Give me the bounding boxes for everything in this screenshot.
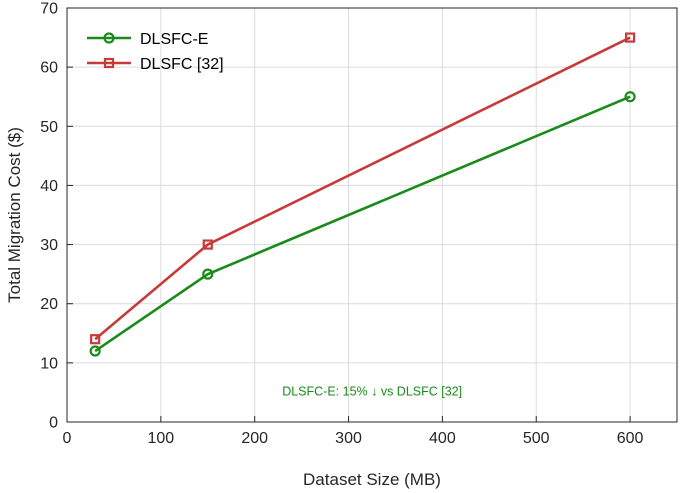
x-tick-label: 200 bbox=[241, 430, 268, 447]
grid bbox=[67, 8, 677, 422]
data-point bbox=[89, 345, 101, 357]
series-line bbox=[94, 36, 631, 341]
x-tick-label: 400 bbox=[429, 430, 456, 447]
y-tick-label: 0 bbox=[49, 415, 58, 432]
annotation-text: DLSFC-E: 15% ↓ vs DLSFC [32] bbox=[282, 384, 462, 398]
legend: DLSFC-E DLSFC [32] bbox=[87, 31, 224, 73]
legend-item: DLSFC [32] bbox=[87, 56, 224, 73]
series-dlsfc-32 bbox=[90, 32, 636, 345]
plot-frame bbox=[66, 7, 678, 423]
legend-item: DLSFC-E bbox=[87, 31, 208, 48]
legend-marker bbox=[103, 57, 115, 69]
ticks: 0 100 200 300 400 500 600 0 10 20 30 40 50 60 70 bbox=[40, 1, 643, 448]
series-line bbox=[94, 95, 631, 353]
y-tick-label: 50 bbox=[40, 119, 58, 136]
data-point bbox=[624, 91, 636, 103]
legend-label: DLSFC-E bbox=[140, 31, 208, 48]
data-point bbox=[90, 334, 101, 345]
y-tick-label: 20 bbox=[40, 296, 58, 313]
series-layer bbox=[89, 32, 636, 357]
data-point bbox=[202, 239, 213, 250]
data-point bbox=[624, 32, 636, 43]
x-tick-label: 600 bbox=[617, 430, 644, 447]
x-tick-label: 100 bbox=[147, 430, 174, 447]
series-dlsfc-e bbox=[89, 91, 636, 357]
y-tick-label: 10 bbox=[40, 355, 58, 372]
y-axis-label: Total Migration Cost ($) bbox=[5, 127, 24, 303]
y-tick-label: 40 bbox=[40, 178, 58, 195]
y-tick-label: 60 bbox=[40, 60, 58, 77]
x-tick-label: 300 bbox=[335, 430, 362, 447]
x-tick-label: 500 bbox=[523, 430, 550, 447]
y-tick-label: 70 bbox=[40, 1, 58, 18]
y-tick-label: 30 bbox=[40, 237, 58, 254]
legend-label: DLSFC [32] bbox=[140, 56, 224, 73]
x-axis-label: Dataset Size (MB) bbox=[303, 470, 441, 489]
data-point bbox=[202, 268, 214, 280]
legend-marker bbox=[103, 32, 115, 44]
x-tick-label: 0 bbox=[63, 430, 72, 447]
